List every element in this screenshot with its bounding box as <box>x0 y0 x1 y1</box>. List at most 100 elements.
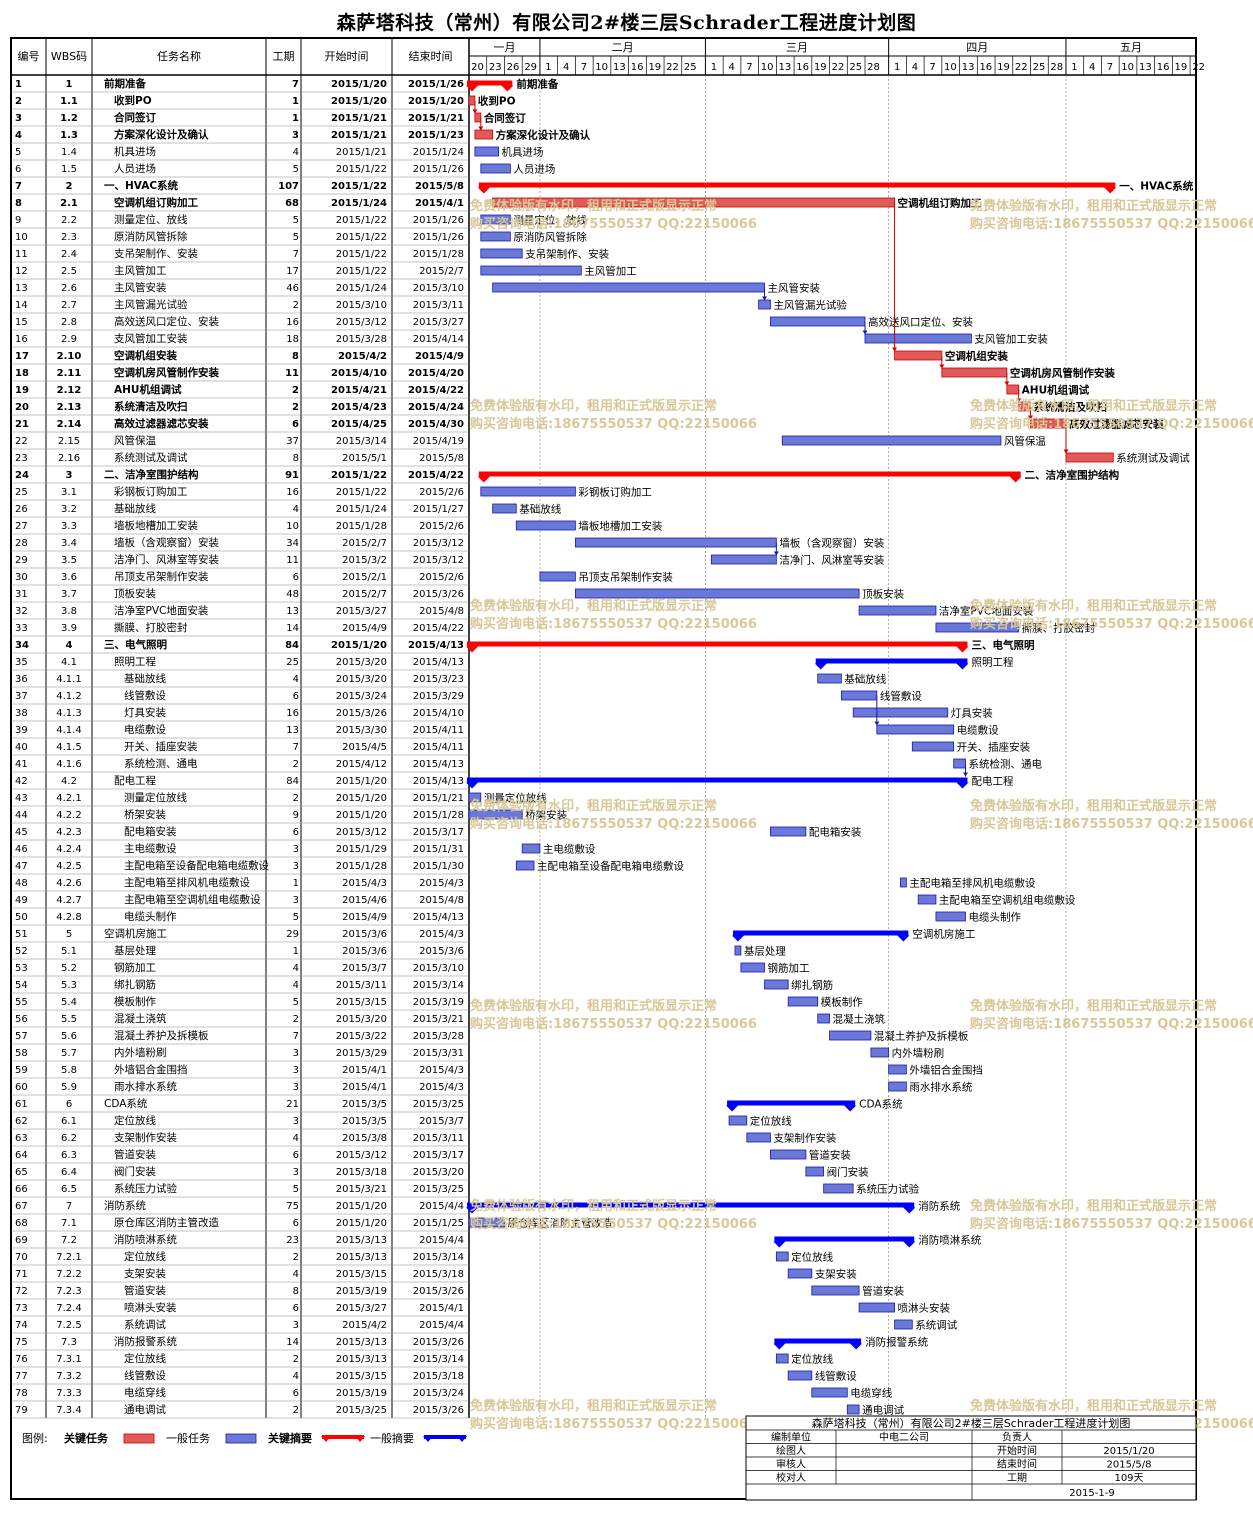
cell-start: 2015/3/14 <box>336 436 387 447</box>
cell-end: 2015/4/1 <box>419 1303 464 1314</box>
bar-label: 方案深化设计及确认 <box>496 129 591 142</box>
day-tick-label: 19 <box>1174 62 1187 73</box>
cell-task-name: 配电箱安装 <box>124 825 177 838</box>
task-bar <box>888 1064 907 1075</box>
cell-end: 2015/2/6 <box>419 521 464 532</box>
bar-label: 基础放线 <box>844 673 886 686</box>
cell-start: 2015/3/12 <box>336 827 387 838</box>
cell-task-name: 洁净门、风淋室等安装 <box>114 553 219 566</box>
cell-start: 2015/2/7 <box>342 589 387 600</box>
cell-id: 24 <box>15 470 29 481</box>
summary-cap-left <box>466 646 478 653</box>
cell-start: 2015/1/22 <box>331 181 387 192</box>
cell-task-name: 墙板地槽加工安装 <box>114 519 198 532</box>
cell-task-name: 支架安装 <box>124 1267 166 1280</box>
cell-start: 2015/3/18 <box>336 1167 387 1178</box>
info-value: 2015/1/20 <box>1103 1446 1154 1457</box>
day-tick-label: 4 <box>1089 62 1095 73</box>
cell-wbs: 4.1.6 <box>56 759 81 770</box>
cell-task-name: 主配电箱至设备配电箱电缆敷设 <box>124 859 270 872</box>
cell-start: 2015/3/20 <box>336 674 387 685</box>
cell-task-name: 定位放线 <box>114 1114 156 1127</box>
cell-wbs: 7.3.3 <box>56 1388 81 1399</box>
cell-wbs: 2.3 <box>61 232 77 243</box>
cell-start: 2015/3/22 <box>336 1031 387 1042</box>
cell-task-name: 支风管加工安装 <box>114 332 188 345</box>
task-bar <box>480 214 511 225</box>
cell-duration: 2 <box>292 385 299 396</box>
cell-id: 2 <box>15 96 22 107</box>
bar-label: 混凝土养护及拆模板 <box>874 1030 969 1043</box>
cell-start: 2015/1/20 <box>336 776 387 787</box>
cell-wbs: 1.3 <box>60 130 78 141</box>
cell-task-name: 模板制作 <box>114 995 156 1008</box>
cell-end: 2015/4/13 <box>413 759 464 770</box>
bar-label: 定位放线 <box>750 1115 792 1128</box>
task-bar <box>817 1013 830 1024</box>
bar-label: 彩钢板订购加工 <box>578 486 652 499</box>
cell-id: 71 <box>15 1269 28 1280</box>
cell-task-name: 内外墙粉刷 <box>114 1046 167 1059</box>
watermark-line1: 免费体验版有水印，租用和正式版显示正常 <box>470 1198 717 1214</box>
watermark-line1: 免费体验版有水印，租用和正式版显示正常 <box>970 998 1217 1014</box>
cell-start: 2015/3/10 <box>336 300 387 311</box>
task-bar <box>539 571 576 582</box>
dependency-arrow <box>773 551 779 556</box>
cell-wbs: 3.2 <box>61 504 77 515</box>
cell-id: 49 <box>15 895 28 906</box>
summary-bar <box>478 471 1021 477</box>
month-label: 三月 <box>786 41 808 54</box>
cell-duration: 4 <box>293 147 299 158</box>
cell-duration: 6 <box>292 419 299 430</box>
task-bar <box>858 605 937 616</box>
bar-label: 电缆头制作 <box>968 911 1021 924</box>
cell-start: 2015/1/20 <box>336 1201 387 1212</box>
cell-start: 2015/3/15 <box>336 1371 387 1382</box>
bar-label: 前期准备 <box>516 78 558 91</box>
cell-duration: 7 <box>292 79 299 90</box>
bar-label: 空调机房风管制作安装 <box>1010 367 1115 380</box>
cell-wbs: 7.3.4 <box>56 1405 81 1416</box>
cell-task-name: 定位放线 <box>124 1250 166 1263</box>
cell-duration: 6 <box>293 691 299 702</box>
cell-id: 40 <box>15 742 28 753</box>
bar-label: 阀门安装 <box>827 1166 869 1179</box>
task-bar <box>480 163 511 174</box>
cell-id: 78 <box>15 1388 28 1399</box>
cell-wbs: 2.12 <box>57 385 82 396</box>
cell-duration: 5 <box>293 997 299 1008</box>
watermark-line2: 购买咨询电话:18675550537 QQ:22150066 <box>970 1016 1253 1032</box>
cell-wbs: 4.1.4 <box>56 725 81 736</box>
cell-duration: 2 <box>293 1252 299 1263</box>
cell-start: 2015/4/23 <box>331 402 387 413</box>
cell-start: 2015/4/5 <box>342 742 387 753</box>
cell-duration: 75 <box>286 1201 299 1212</box>
task-bar <box>740 962 765 973</box>
cell-wbs: 6.1 <box>61 1116 77 1127</box>
day-tick-label: 16 <box>631 62 644 73</box>
watermark-line1: 免费体验版有水印，租用和正式版显示正常 <box>470 798 717 814</box>
month-label: 二月 <box>612 41 634 54</box>
cell-duration: 107 <box>278 181 299 192</box>
cell-duration: 9 <box>293 810 299 821</box>
summary-cap-left <box>773 1343 786 1350</box>
cell-end: 2015/3/26 <box>413 589 464 600</box>
cell-start: 2015/1/28 <box>336 861 387 872</box>
cell-id: 23 <box>15 453 28 464</box>
cell-wbs: 3.1 <box>61 487 77 498</box>
cell-task-name: 钢筋加工 <box>114 961 156 974</box>
column-header-id: 编号 <box>18 49 40 63</box>
cell-id: 47 <box>15 861 28 872</box>
cell-start: 2015/3/15 <box>336 997 387 1008</box>
cell-duration: 6 <box>293 1218 299 1229</box>
cell-start: 2015/4/25 <box>331 419 387 430</box>
cell-duration: 5 <box>293 1184 299 1195</box>
task-bar <box>515 520 576 531</box>
cell-id: 8 <box>15 198 22 209</box>
cell-end: 2015/4/14 <box>413 334 464 345</box>
bar-label: 通电调试 <box>862 1404 904 1417</box>
cell-end: 2015/3/18 <box>413 1269 464 1280</box>
legend-normal-summary-cap-left <box>423 1436 433 1442</box>
cell-end: 2015/1/26 <box>413 232 464 243</box>
cell-end: 2015/1/31 <box>413 844 464 855</box>
